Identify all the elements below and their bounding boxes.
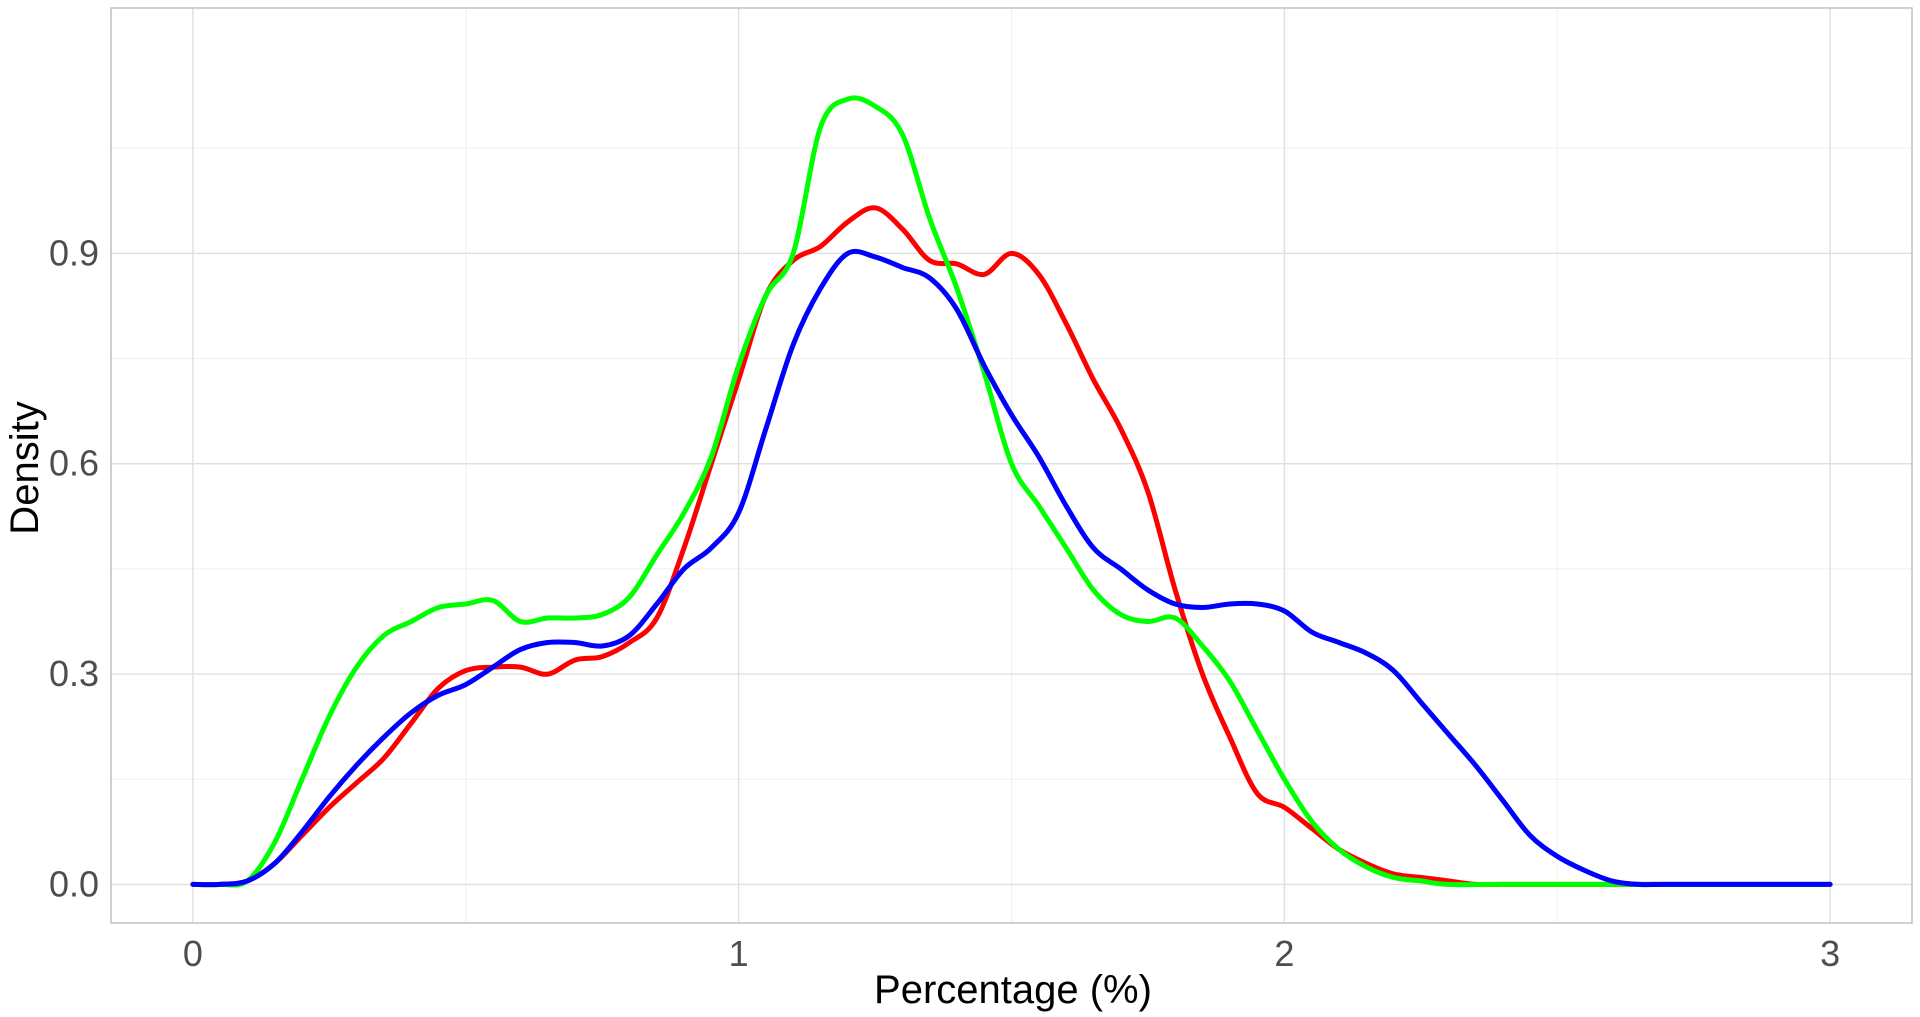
x-axis-title: Percentage (%) [874,968,1152,1012]
y-axis-tick-labels: 0.0 0.3 0.6 0.9 [49,232,99,904]
series-lines [190,95,1833,888]
x-tick-label: 2 [1274,933,1294,974]
series-line-blue [190,248,1833,888]
x-tick-label: 1 [729,933,749,974]
y-tick-label: 0.3 [49,653,99,694]
x-axis-tick-labels: 0 1 2 3 [183,933,1840,974]
y-tick-label: 0.9 [49,232,99,273]
panel-border [110,7,1913,924]
y-tick-label: 0.0 [49,863,99,904]
series-line-red [190,205,1833,888]
y-axis-title: Density [3,401,47,534]
y-tick-label: 0.6 [49,443,99,484]
x-tick-label: 0 [183,933,203,974]
series-line-green [190,95,1833,888]
x-tick-label: 3 [1820,933,1840,974]
